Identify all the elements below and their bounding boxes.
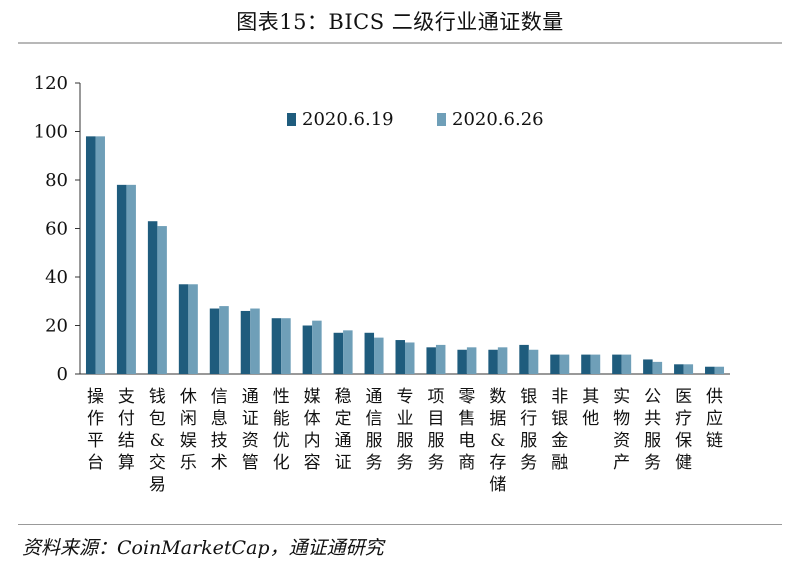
x-category-label: 通信服务 [366,387,383,473]
legend-label: 2020.6.26 [452,109,544,130]
x-category-label: 银行服务 [520,387,537,473]
bar-2020-6-19 [457,349,467,374]
bar-2020-6-19 [550,354,560,374]
y-tick-label: 80 [45,170,68,191]
y-tick-label: 60 [45,219,68,240]
bar-2020-6-26 [250,308,260,374]
bar-2020-6-19 [519,344,529,374]
x-category-label: 项目服务 [427,387,444,473]
source-note: 资料来源：CoinMarketCap，通证通研究 [22,537,384,559]
bar-2020-6-26 [590,354,601,374]
bar-2020-6-26 [219,306,229,374]
bar-2020-6-19 [85,136,96,374]
bar-2020-6-19 [364,332,375,374]
x-category-label: 操作平台 [87,387,104,473]
legend: 2020.6.19 2020.6.26 [287,109,544,130]
bar-2020-6-26 [157,226,167,374]
bar-2020-6-26 [95,136,105,374]
x-category-label: 钱包&交易 [149,387,166,495]
bar-2020-6-19 [147,221,158,374]
bar-chart: 0 20 40 60 80 100 120 操作平台支付结算钱包&交易休闲娱乐信息技术通证资… [34,73,730,495]
bar-2020-6-19 [426,347,436,374]
x-category-label: 非银金融 [551,387,568,473]
bar-2020-6-19 [333,332,344,374]
y-tick-label: 20 [45,316,68,337]
legend-swatch [437,113,446,126]
bar-2020-6-19 [302,325,313,374]
bar-2020-6-26 [652,361,663,374]
bar-2020-6-26 [466,347,477,374]
x-category-label: 供应链 [706,387,723,451]
bar-2020-6-26 [497,347,508,374]
y-tick-label: 40 [45,267,68,288]
bar-2020-6-26 [528,349,539,374]
y-tick-labels: 0 20 40 60 80 100 120 [34,73,68,385]
bar-2020-6-26 [281,318,291,374]
x-category-label: 零售电商 [458,387,475,473]
y-tick-label: 120 [34,73,68,94]
bar-2020-6-19 [271,318,282,374]
bar-2020-6-19 [643,359,653,374]
x-category-label: 其他 [582,387,599,429]
x-category-label: 公共服务 [644,387,661,473]
bar-2020-6-19 [488,349,498,374]
title-divider [18,42,782,44]
bar-2020-6-26 [683,364,694,374]
source-divider [18,524,782,525]
bar-2020-6-19 [240,310,251,374]
bar-2020-6-26 [374,337,384,374]
bar-2020-6-26 [714,366,725,374]
bar-2020-6-19 [612,354,622,374]
bar-2020-6-19 [116,184,127,374]
x-category-label: 数据&存储 [489,387,506,495]
x-category-labels: 操作平台支付结算钱包&交易休闲娱乐信息技术通证资管性能优化媒体内容稳定通证通信服… [87,387,723,495]
bar-2020-6-26 [435,344,446,374]
x-category-label: 支付结算 [118,387,135,473]
bar-2020-6-19 [209,308,220,374]
y-tick-label: 100 [34,122,68,143]
bar-2020-6-19 [395,340,405,374]
bars [85,136,725,374]
legend-swatch [287,113,296,126]
x-category-label: 稳定通证 [335,387,352,473]
x-category-label: 休闲娱乐 [180,387,197,473]
bar-2020-6-19 [581,354,591,374]
legend-label: 2020.6.19 [302,109,394,130]
bar-2020-6-26 [559,354,570,374]
x-category-label: 医疗保健 [675,387,692,473]
y-tick-label: 0 [57,364,68,385]
bar-2020-6-26 [405,342,415,374]
bar-2020-6-19 [674,364,684,374]
x-category-label: 信息技术 [211,387,228,473]
x-category-label: 专业服务 [397,387,414,473]
bar-2020-6-26 [343,330,353,374]
x-category-label: 媒体内容 [304,387,321,473]
x-category-label: 性能优化 [273,387,290,473]
chart-title: 图表15：BICS 二级行业通证数量 [236,10,564,34]
bar-2020-6-26 [312,320,322,374]
x-category-label: 通证资管 [242,387,259,473]
bar-2020-6-26 [188,284,198,374]
bar-2020-6-19 [705,366,715,374]
axes [75,82,730,375]
bar-2020-6-26 [126,184,136,374]
x-category-label: 实物资产 [613,387,630,473]
bar-2020-6-26 [621,354,632,374]
bar-2020-6-19 [178,284,189,374]
